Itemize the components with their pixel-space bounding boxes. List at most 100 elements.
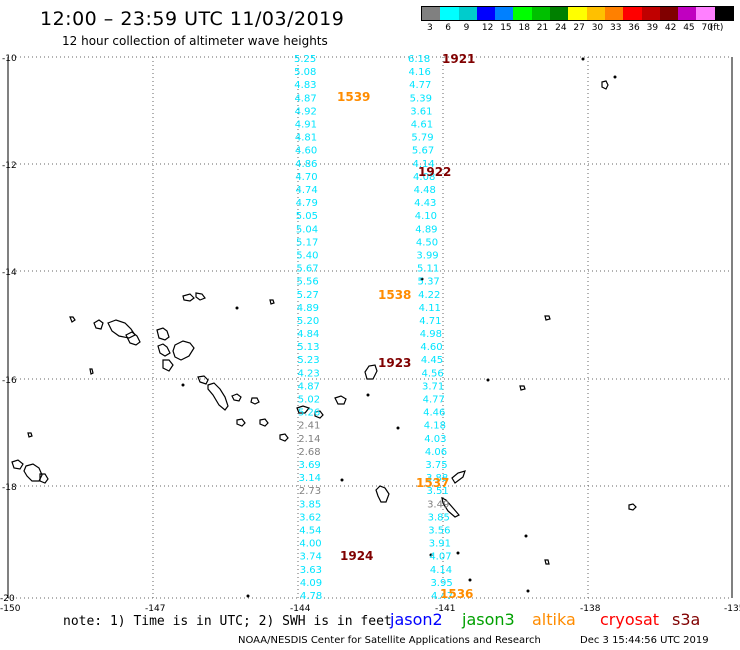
swh-value-left: 4.23 bbox=[298, 368, 320, 379]
island bbox=[236, 418, 246, 427]
swh-value-left: 4.54 bbox=[299, 526, 321, 537]
grid-lines bbox=[8, 56, 732, 599]
lon-label: -150 bbox=[0, 604, 21, 614]
atoll-dot bbox=[340, 478, 344, 482]
credit-line: NOAA/NESDIS Center for Satellite Applica… bbox=[238, 635, 541, 646]
island bbox=[279, 433, 289, 442]
atoll-dot bbox=[366, 393, 370, 397]
legend-label: (ft) bbox=[709, 23, 724, 33]
atoll-dot bbox=[468, 578, 472, 582]
satellite-label-jason3: jason3 bbox=[462, 610, 515, 629]
swh-value-left: 5.04 bbox=[296, 224, 318, 235]
atoll-dot bbox=[456, 551, 460, 555]
swh-value-right: 4.11 bbox=[419, 303, 441, 314]
pass-time-label: 1923 bbox=[378, 356, 411, 370]
legend-label: 70 bbox=[701, 23, 713, 33]
satellite-label-altika: altika bbox=[532, 610, 576, 629]
legend-swatch bbox=[714, 7, 734, 20]
legend-swatch bbox=[678, 7, 697, 20]
pass-time-label: 1922 bbox=[418, 165, 451, 179]
island bbox=[197, 375, 209, 385]
swh-value-right: 5.67 bbox=[412, 146, 434, 157]
swh-value-left: 4.00 bbox=[299, 539, 321, 550]
swh-value-left: 5.23 bbox=[297, 355, 319, 366]
swh-value-right: 4.06 bbox=[425, 447, 447, 458]
pass-time-labels: 1921 1539 1922 1538 1923 1537 1924 1536 bbox=[337, 52, 475, 601]
legend-label: 36 bbox=[628, 23, 640, 33]
legend-swatch bbox=[623, 7, 642, 20]
atoll-dot bbox=[181, 383, 185, 387]
swh-value-left: 4.78 bbox=[300, 591, 322, 602]
legend-label: 6 bbox=[445, 23, 452, 33]
swh-value-left: 4.81 bbox=[295, 133, 317, 144]
island bbox=[259, 418, 269, 427]
swh-value-left: 3.74 bbox=[300, 552, 322, 563]
swh-value-right: 4.10 bbox=[415, 211, 437, 222]
lat-label: -14 bbox=[2, 268, 17, 278]
legend-label: 21 bbox=[536, 23, 549, 33]
legend-swatch bbox=[696, 7, 715, 20]
swh-value-right: 4.18 bbox=[424, 421, 446, 432]
island bbox=[628, 503, 637, 511]
swh-value-left: 4.84 bbox=[297, 329, 319, 340]
swh-value-right: 4.03 bbox=[424, 434, 446, 445]
swh-value-left: 4.70 bbox=[295, 172, 317, 183]
swh-value-left: 3.69 bbox=[299, 460, 321, 471]
swh-value-right: 4.14 bbox=[430, 565, 452, 576]
swh-value-right: 4.71 bbox=[419, 316, 441, 327]
island bbox=[93, 319, 104, 330]
pass-time-label: 1539 bbox=[337, 90, 370, 104]
generated-timestamp: Dec 3 15:44:56 UTC 2019 bbox=[580, 635, 709, 646]
swh-value-right: 5.39 bbox=[410, 93, 432, 104]
legend-label: 42 bbox=[664, 23, 677, 33]
lat-label: -18 bbox=[2, 483, 17, 493]
swh-value-right: 4.45 bbox=[421, 355, 443, 366]
atoll-dot bbox=[246, 594, 250, 598]
satellite-label-s3a: s3a bbox=[672, 610, 701, 629]
island bbox=[107, 319, 136, 339]
island bbox=[544, 315, 551, 321]
pass-time-label: 1921 bbox=[442, 52, 475, 66]
swh-value-right: 4.08 bbox=[413, 172, 435, 183]
swh-value-right: 3.95 bbox=[430, 578, 452, 589]
lat-label: -10 bbox=[2, 54, 17, 64]
atoll-dot bbox=[235, 306, 239, 310]
swh-value-right: 3.85 bbox=[428, 512, 450, 523]
legend-swatch bbox=[568, 7, 587, 20]
swh-value-right: 4.61 bbox=[411, 119, 433, 130]
island bbox=[182, 293, 195, 302]
legend-swatch bbox=[422, 7, 441, 20]
axis-labels: -10 -12 -14 -16 -18 -20-150 -147 -144 -141 -138 -1… bbox=[0, 54, 740, 614]
legend-swatch bbox=[495, 7, 514, 20]
legend-label: 3 bbox=[427, 23, 433, 33]
island bbox=[157, 343, 171, 357]
legend-label: 18 bbox=[518, 23, 530, 33]
island bbox=[69, 316, 76, 323]
swh-value-left: 2.73 bbox=[299, 486, 321, 497]
pass-time-label: 1537 bbox=[416, 476, 449, 490]
swh-value-right: 3.75 bbox=[425, 460, 447, 471]
atoll-dot bbox=[429, 553, 433, 557]
swh-value-right: 4.48 bbox=[414, 185, 436, 196]
swh-value-left: 3.63 bbox=[300, 565, 322, 576]
swh-value-left: 4.87 bbox=[294, 93, 316, 104]
satellite-label-cryosat: cryosat bbox=[600, 610, 660, 629]
island bbox=[375, 485, 390, 503]
island bbox=[172, 340, 195, 361]
island bbox=[441, 496, 460, 518]
swh-value-right: 3.99 bbox=[416, 250, 438, 261]
island bbox=[601, 80, 609, 90]
island bbox=[231, 393, 242, 402]
swh-value-left: 3.14 bbox=[299, 473, 321, 484]
island bbox=[334, 395, 347, 405]
island bbox=[195, 292, 206, 301]
legend-label: 39 bbox=[646, 23, 659, 33]
swh-value-right: 4.50 bbox=[416, 237, 438, 248]
swh-value-right: 4.14 bbox=[412, 159, 434, 170]
swh-value-right: 4.77 bbox=[409, 80, 431, 91]
island bbox=[519, 385, 526, 391]
swh-value-right: 4.46 bbox=[423, 408, 445, 419]
island bbox=[156, 327, 170, 341]
legend-label: 27 bbox=[573, 23, 585, 33]
